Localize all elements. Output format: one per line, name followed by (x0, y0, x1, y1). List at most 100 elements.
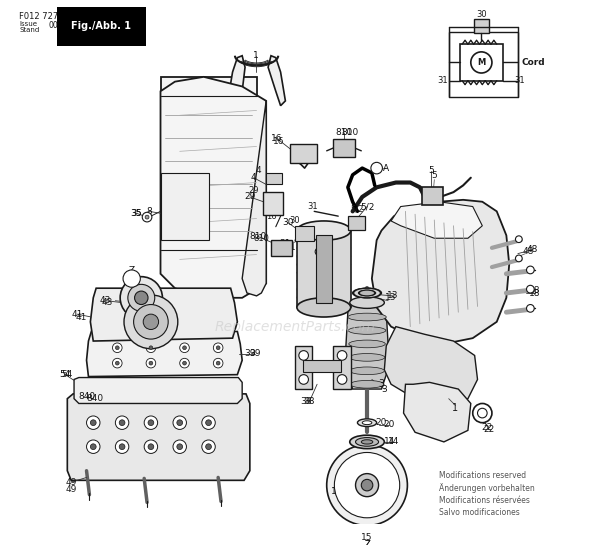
Polygon shape (160, 77, 266, 298)
Bar (333, 140, 355, 156)
Circle shape (206, 444, 211, 450)
Text: 41: 41 (71, 310, 83, 319)
Circle shape (113, 358, 122, 368)
Circle shape (144, 416, 158, 429)
Text: Z: Z (129, 274, 135, 283)
Text: Issue: Issue (19, 21, 37, 27)
Text: 810: 810 (254, 234, 269, 243)
Polygon shape (228, 106, 257, 250)
Text: 30: 30 (283, 219, 294, 227)
Text: A: A (383, 164, 389, 173)
Text: 31: 31 (438, 76, 448, 85)
Circle shape (526, 305, 534, 312)
Circle shape (148, 444, 154, 450)
Text: 38: 38 (304, 397, 315, 406)
Text: 13: 13 (385, 293, 397, 302)
Circle shape (135, 291, 148, 305)
Text: Modifications reserved: Modifications reserved (439, 471, 526, 480)
Text: 49: 49 (65, 478, 77, 487)
Polygon shape (384, 326, 477, 403)
Bar (271, 240, 292, 256)
Circle shape (361, 480, 373, 491)
Ellipse shape (349, 354, 385, 361)
Text: 3: 3 (378, 379, 385, 389)
Circle shape (116, 440, 129, 453)
Circle shape (173, 416, 186, 429)
Ellipse shape (361, 440, 373, 444)
Text: 1: 1 (453, 403, 458, 413)
Bar (460, 44, 503, 81)
Text: Cord: Cord (522, 58, 545, 67)
Bar (160, 173, 208, 240)
Ellipse shape (348, 313, 386, 321)
Text: A: A (373, 164, 380, 173)
Circle shape (120, 277, 162, 319)
Circle shape (145, 215, 149, 219)
Polygon shape (242, 101, 266, 296)
Text: F012 727 50A: F012 727 50A (19, 11, 77, 21)
Text: Z: Z (364, 540, 370, 545)
Circle shape (173, 440, 186, 453)
Text: 15: 15 (330, 487, 342, 496)
Polygon shape (67, 394, 250, 480)
Text: 48: 48 (527, 245, 538, 255)
Text: 1: 1 (253, 51, 258, 60)
Bar (422, 187, 443, 204)
Text: 43: 43 (102, 298, 113, 307)
Text: Z: Z (364, 540, 370, 545)
Circle shape (149, 361, 153, 365)
Text: 810: 810 (335, 128, 353, 137)
Circle shape (128, 284, 155, 311)
Text: 54: 54 (61, 370, 73, 379)
Text: 35: 35 (131, 209, 142, 218)
Circle shape (146, 358, 156, 368)
Text: 31: 31 (307, 202, 317, 211)
Bar (303, 360, 341, 372)
Text: 31: 31 (285, 244, 296, 252)
Text: 29: 29 (248, 186, 259, 195)
Circle shape (116, 361, 119, 365)
Bar (474, 19, 489, 33)
Circle shape (337, 350, 347, 360)
Text: 20: 20 (376, 418, 387, 427)
Circle shape (123, 270, 140, 287)
Text: 3: 3 (382, 385, 387, 393)
Bar (295, 226, 314, 241)
Text: 22: 22 (483, 425, 494, 434)
Circle shape (471, 52, 492, 73)
Circle shape (142, 213, 152, 222)
Text: Z: Z (129, 267, 135, 275)
Text: 22: 22 (481, 423, 493, 432)
Circle shape (124, 295, 178, 349)
Ellipse shape (297, 298, 350, 317)
Text: Stand: Stand (19, 27, 40, 33)
Circle shape (180, 343, 189, 353)
Ellipse shape (350, 297, 384, 308)
Bar (348, 216, 365, 229)
Bar (316, 235, 332, 302)
Circle shape (206, 420, 211, 426)
Text: 5/1: 5/1 (300, 149, 313, 158)
Text: 39: 39 (244, 349, 255, 358)
Ellipse shape (359, 290, 375, 296)
Circle shape (182, 361, 186, 365)
Ellipse shape (297, 221, 350, 240)
Polygon shape (268, 56, 286, 106)
Circle shape (113, 343, 122, 353)
Text: 2: 2 (309, 305, 314, 314)
Text: Fig./Abb. 1: Fig./Abb. 1 (71, 21, 131, 31)
Bar (266, 173, 281, 184)
Polygon shape (346, 302, 388, 389)
Ellipse shape (358, 419, 376, 427)
Circle shape (315, 248, 323, 256)
Circle shape (202, 440, 215, 453)
Bar (333, 346, 350, 389)
Text: 49: 49 (65, 486, 77, 494)
Circle shape (216, 346, 220, 350)
Text: Modifications réservées: Modifications réservées (439, 496, 530, 505)
Circle shape (299, 374, 309, 384)
Polygon shape (87, 331, 242, 377)
Text: 16: 16 (266, 211, 276, 221)
Polygon shape (372, 200, 509, 344)
Text: 5/2: 5/2 (351, 205, 364, 214)
